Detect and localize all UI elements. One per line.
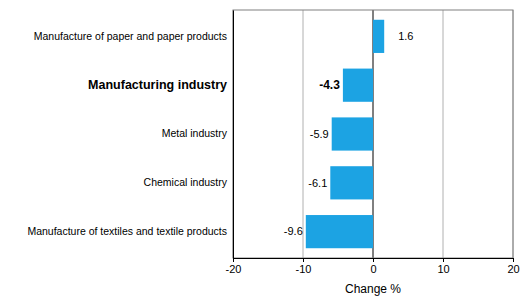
tick: -10 xyxy=(296,258,312,275)
tick: 20 xyxy=(507,258,519,275)
tick: Metal industry xyxy=(162,127,233,139)
bar xyxy=(306,215,373,248)
data-labels: 1.6 -4.3 -5.9 -6.1 -9.6 xyxy=(284,30,414,237)
tick-mark xyxy=(373,258,374,262)
x-axis-title: Change % xyxy=(345,282,401,296)
axis-domain xyxy=(234,259,514,263)
tick: -20 xyxy=(226,258,242,275)
tick-mark xyxy=(443,258,444,262)
bar xyxy=(373,20,384,53)
bar xyxy=(332,117,373,150)
bar xyxy=(343,69,373,102)
plot: -20 -10 0 10 20 Manufacture of paper and pape… xyxy=(27,10,519,275)
axis-domain xyxy=(233,11,234,259)
data-label: -9.6 xyxy=(284,225,303,237)
grid xyxy=(233,10,513,258)
data-label: 1.6 xyxy=(398,30,413,42)
category-label: Manufacture of paper and paper products xyxy=(34,30,227,42)
bars xyxy=(306,20,384,248)
grid-line xyxy=(303,10,304,258)
category-label: Chemical industry xyxy=(144,176,228,188)
bar xyxy=(330,166,373,199)
tick: Manufacture of paper and paper products xyxy=(34,30,233,42)
tick-label: -20 xyxy=(226,263,242,275)
tick: Manufacturing industry xyxy=(88,78,233,92)
category-label: Manufacture of textiles and textile prod… xyxy=(27,225,227,237)
grid-line xyxy=(443,10,444,258)
category-label: Metal industry xyxy=(162,127,228,139)
tick: Manufacture of textiles and textile prod… xyxy=(27,225,233,237)
data-label: -5.9 xyxy=(310,128,329,140)
tick: Chemical industry xyxy=(144,176,233,188)
tick-label: 20 xyxy=(507,263,519,275)
tick-label: 0 xyxy=(370,263,376,275)
tick-label: -10 xyxy=(296,263,312,275)
tick: 10 xyxy=(437,258,449,275)
tick-mark xyxy=(233,258,234,262)
tick-label: 10 xyxy=(437,263,449,275)
y-axis: Manufacture of paper and paper products M… xyxy=(27,11,233,259)
tick-mark xyxy=(303,258,304,262)
data-label: -4.3 xyxy=(319,78,340,92)
plot-frame xyxy=(233,10,513,258)
x-axis: -20 -10 0 10 20 xyxy=(226,258,520,275)
tick-mark xyxy=(513,258,514,262)
chart: -20 -10 0 10 20 Manufacture of paper and pape… xyxy=(0,0,525,300)
category-label: Manufacturing industry xyxy=(88,78,227,92)
tick: 0 xyxy=(370,258,376,275)
data-label: -6.1 xyxy=(308,177,327,189)
